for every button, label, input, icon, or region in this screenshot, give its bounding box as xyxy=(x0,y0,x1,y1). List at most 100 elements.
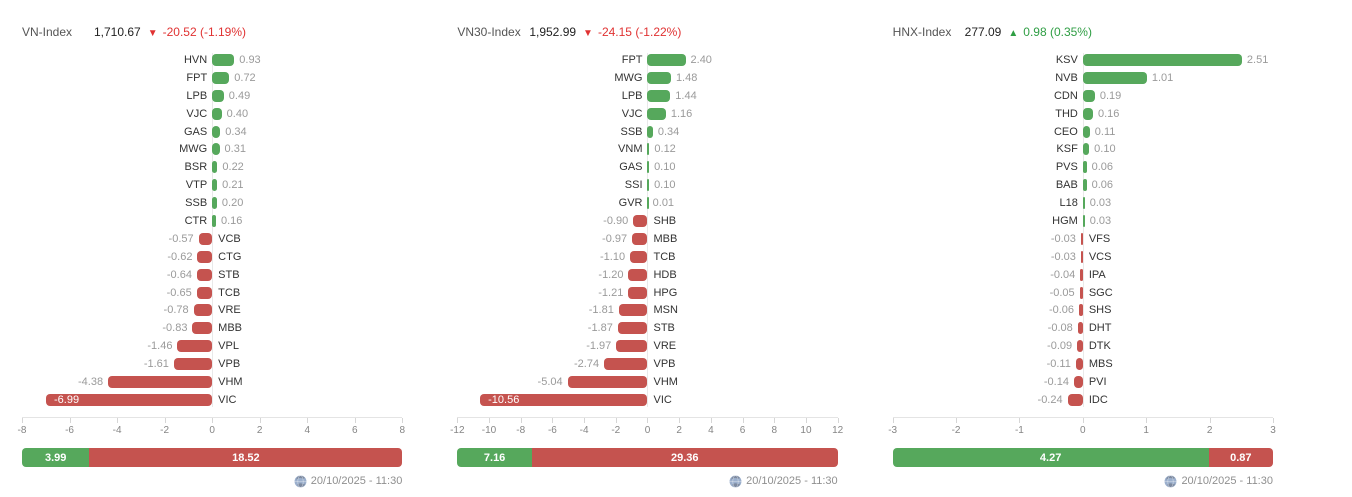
index-name: VN30-Index xyxy=(457,25,521,39)
contribution-bar[interactable] xyxy=(617,322,648,335)
ticker-label: IDC xyxy=(1088,393,1108,406)
ticker-label: FPT xyxy=(186,71,208,84)
contribution-bar[interactable] xyxy=(630,250,648,263)
bar-row: VCB -0.57 xyxy=(22,230,402,248)
contribution-bar[interactable] xyxy=(628,286,648,299)
contribution-bar[interactable] xyxy=(1082,197,1085,210)
value-label: 2.40 xyxy=(690,53,712,66)
contribution-bar[interactable] xyxy=(212,179,218,192)
contribution-bar[interactable] xyxy=(616,340,648,353)
contribution-bar[interactable] xyxy=(480,393,648,406)
ticker-label: SSB xyxy=(185,197,208,210)
contribution-bar[interactable] xyxy=(212,214,216,227)
gainers-total-segment: 4.27 xyxy=(892,448,1209,467)
value-label: -0.03 xyxy=(1050,232,1076,245)
contribution-bar[interactable] xyxy=(1082,161,1087,174)
contribution-bar[interactable] xyxy=(647,89,671,102)
contribution-bar[interactable] xyxy=(604,358,648,371)
contribution-bar[interactable] xyxy=(212,53,235,66)
contribution-bar[interactable] xyxy=(1082,71,1147,84)
contribution-bar[interactable] xyxy=(1082,179,1087,192)
axis-tick-label: 8 xyxy=(399,425,406,436)
contribution-bar[interactable] xyxy=(212,161,218,174)
contribution-bar[interactable] xyxy=(1082,107,1093,120)
value-label: 0.16 xyxy=(220,214,243,227)
contribution-bar[interactable] xyxy=(647,125,653,138)
ticker-label: VRE xyxy=(653,340,677,353)
value-label: -0.06 xyxy=(1048,304,1075,317)
contribution-bar[interactable] xyxy=(647,53,686,66)
value-label: -10.56 xyxy=(488,393,520,406)
contribution-bar[interactable] xyxy=(197,250,213,263)
contribution-bar[interactable] xyxy=(1080,232,1083,245)
contribution-bar[interactable] xyxy=(1079,304,1083,317)
contribution-bar[interactable] xyxy=(647,179,650,192)
advance-decline-bar: 4.27 0.87 xyxy=(892,448,1273,467)
value-label: 0.22 xyxy=(222,161,244,174)
contribution-bar[interactable] xyxy=(1073,375,1083,388)
timestamp-row: 20/10/2025 - 11:30 xyxy=(22,474,402,488)
contribution-bar[interactable] xyxy=(108,375,213,388)
bar-row: VRE -1.97 xyxy=(457,337,837,355)
bar-row: HGM 0.03 xyxy=(893,212,1273,230)
value-label: -1.46 xyxy=(147,340,173,353)
contribution-bar[interactable] xyxy=(192,322,213,335)
contribution-bar[interactable] xyxy=(212,143,220,156)
contribution-bar[interactable] xyxy=(173,358,213,371)
bar-row: L18 0.03 xyxy=(893,194,1273,212)
contribution-bar[interactable] xyxy=(1075,358,1083,371)
ticker-label: FPT xyxy=(621,53,643,66)
contribution-bar[interactable] xyxy=(193,304,213,317)
contribution-bar[interactable] xyxy=(212,107,222,120)
axis-tick-label: -6 xyxy=(65,425,74,436)
contribution-bar[interactable] xyxy=(647,197,649,210)
contribution-bar[interactable] xyxy=(198,232,213,245)
contribution-chart: FPT 2.40 MWG 1.48 LPB 1.44 VJC 1.16 SSB 0.34 VNM 0.… xyxy=(457,51,837,409)
contribution-bar[interactable] xyxy=(212,71,230,84)
contribution-bar[interactable] xyxy=(177,340,213,353)
contribution-bar[interactable] xyxy=(632,232,648,245)
value-label: -1.97 xyxy=(586,340,612,353)
contribution-bar[interactable] xyxy=(1079,286,1083,299)
contribution-bar[interactable] xyxy=(647,107,666,120)
contribution-bar[interactable] xyxy=(1082,143,1090,156)
value-label: -0.97 xyxy=(602,232,628,245)
index-change: ▼ -20.52 (-1.19%) xyxy=(148,25,246,41)
contribution-bar[interactable] xyxy=(1082,125,1090,138)
ticker-label: SSB xyxy=(620,125,643,138)
contribution-bar[interactable] xyxy=(567,375,648,388)
contribution-bar[interactable] xyxy=(46,393,213,406)
value-label: 0.06 xyxy=(1091,161,1114,174)
contribution-bar[interactable] xyxy=(647,71,671,84)
losers-total-segment: 29.36 xyxy=(531,448,838,467)
ticker-label: GAS xyxy=(619,161,643,174)
bar-row: SGC -0.05 xyxy=(893,284,1273,302)
contribution-bar[interactable] xyxy=(1082,53,1242,66)
bar-row: STB -1.87 xyxy=(457,319,837,337)
contribution-bar[interactable] xyxy=(1067,393,1083,406)
contribution-bar[interactable] xyxy=(1077,340,1083,353)
contribution-bar[interactable] xyxy=(196,286,213,299)
axis-tick-label: -12 xyxy=(450,425,465,436)
contribution-bar[interactable] xyxy=(1080,268,1083,281)
contribution-bar[interactable] xyxy=(212,89,224,102)
axis-tick-label: 4 xyxy=(304,425,311,436)
value-label: -1.61 xyxy=(143,358,169,371)
contribution-bar[interactable] xyxy=(647,161,650,174)
contribution-bar[interactable] xyxy=(647,143,650,156)
contribution-bar[interactable] xyxy=(1077,322,1083,335)
contribution-bar[interactable] xyxy=(633,214,648,227)
contribution-bar[interactable] xyxy=(618,304,648,317)
contribution-bar[interactable] xyxy=(212,197,217,210)
contribution-bar[interactable] xyxy=(1080,250,1083,263)
globe-icon xyxy=(1164,474,1177,488)
bar-row: CDN 0.19 xyxy=(893,87,1273,105)
gainers-total: 7.16 xyxy=(483,451,506,464)
contribution-bar[interactable] xyxy=(196,268,213,281)
contribution-bar[interactable] xyxy=(1082,89,1095,102)
contribution-bar[interactable] xyxy=(1082,214,1085,227)
bar-row: THD 0.16 xyxy=(893,105,1273,123)
bar-row: MSN -1.81 xyxy=(457,301,837,319)
contribution-bar[interactable] xyxy=(628,268,648,281)
contribution-bar[interactable] xyxy=(212,125,221,138)
